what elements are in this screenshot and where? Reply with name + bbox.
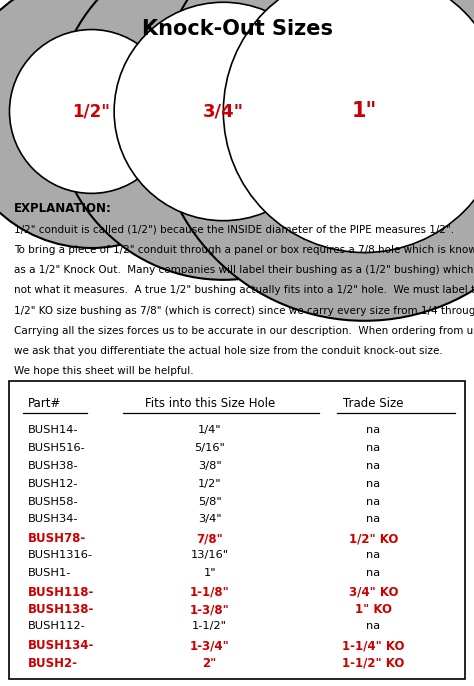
Text: BUSH1316-: BUSH1316-	[27, 550, 93, 560]
Text: 1": 1"	[352, 102, 377, 121]
Text: 2": 2"	[202, 657, 217, 670]
Text: na: na	[366, 514, 381, 525]
Text: 1-1/2" KO: 1-1/2" KO	[342, 657, 405, 670]
Ellipse shape	[223, 0, 474, 252]
Text: na: na	[366, 497, 381, 507]
Text: Part#: Part#	[27, 397, 61, 410]
Text: Fits into this Size Hole: Fits into this Size Hole	[145, 397, 275, 410]
Text: not what it measures.  A true 1/2" bushing actually fits into a 1/2" hole.  We m: not what it measures. A true 1/2" bushin…	[14, 285, 474, 296]
Text: BUSH1-: BUSH1-	[27, 568, 71, 578]
Text: BUSH134-: BUSH134-	[27, 639, 94, 652]
Text: 1" KO: 1" KO	[355, 604, 392, 617]
Text: 13/16": 13/16"	[191, 550, 229, 560]
Ellipse shape	[9, 29, 173, 193]
Text: EXPLANATION:: EXPLANATION:	[14, 202, 112, 215]
Text: na: na	[366, 550, 381, 560]
Text: na: na	[366, 568, 381, 578]
Text: 3/4": 3/4"	[198, 514, 221, 525]
Text: 1/2" KO: 1/2" KO	[349, 532, 398, 545]
Text: as a 1/2" Knock Out.  Many companies will label their bushing as a (1/2" bushing: as a 1/2" Knock Out. Many companies will…	[14, 265, 474, 275]
FancyBboxPatch shape	[9, 27, 465, 196]
Text: 1/2": 1/2"	[198, 479, 221, 489]
Text: Trade Size: Trade Size	[343, 397, 404, 410]
Text: 1-3/4": 1-3/4"	[190, 639, 229, 652]
Text: To bring a piece of 1/2" conduit through a panel or box requires a 7/8 hole whic: To bring a piece of 1/2" conduit through…	[14, 245, 474, 255]
Text: 1-3/8": 1-3/8"	[190, 604, 229, 617]
Text: 1-1/4" KO: 1-1/4" KO	[342, 639, 405, 652]
Text: BUSH118-: BUSH118-	[27, 586, 94, 599]
Text: na: na	[366, 425, 381, 436]
Text: BUSH14-: BUSH14-	[27, 425, 78, 436]
Text: BUSH34-: BUSH34-	[27, 514, 78, 525]
Text: na: na	[366, 479, 381, 489]
Text: BUSH58-: BUSH58-	[27, 497, 78, 507]
Text: 3/8": 3/8"	[198, 461, 221, 471]
Text: BUSH78-: BUSH78-	[27, 532, 86, 545]
Text: BUSH138-: BUSH138-	[27, 604, 94, 617]
Text: 1/4": 1/4"	[198, 425, 221, 436]
Text: BUSH516-: BUSH516-	[27, 443, 85, 453]
Text: na: na	[366, 622, 381, 631]
Text: BUSH12-: BUSH12-	[27, 479, 78, 489]
Ellipse shape	[0, 0, 228, 248]
Text: BUSH38-: BUSH38-	[27, 461, 78, 471]
Text: 5/8": 5/8"	[198, 497, 221, 507]
Text: 3/4" KO: 3/4" KO	[349, 586, 398, 599]
Text: BUSH2-: BUSH2-	[27, 657, 78, 670]
Text: 1": 1"	[203, 568, 216, 578]
Text: 1/2": 1/2"	[73, 102, 110, 121]
Text: Carrying all the sizes forces us to be accurate in our description.  When orderi: Carrying all the sizes forces us to be a…	[14, 326, 474, 336]
FancyBboxPatch shape	[9, 381, 465, 679]
Text: Knock-Out Sizes: Knock-Out Sizes	[142, 19, 332, 39]
Text: we ask that you differentiate the actual hole size from the conduit knock-out si: we ask that you differentiate the actual…	[14, 346, 443, 356]
Text: 3/4": 3/4"	[203, 102, 244, 121]
Text: na: na	[366, 461, 381, 471]
Text: We hope this sheet will be helpful.: We hope this sheet will be helpful.	[14, 366, 194, 377]
Text: 1/2" KO size bushing as 7/8" (which is correct) since we carry every size from 1: 1/2" KO size bushing as 7/8" (which is c…	[14, 306, 474, 316]
Text: 7/8": 7/8"	[196, 532, 223, 545]
Text: 1/2" conduit is called (1/2") because the INSIDE diameter of the PIPE measures 1: 1/2" conduit is called (1/2") because th…	[14, 224, 455, 235]
Text: BUSH112-: BUSH112-	[27, 622, 85, 631]
Text: 5/16": 5/16"	[194, 443, 225, 453]
Ellipse shape	[55, 0, 392, 280]
Ellipse shape	[155, 0, 474, 321]
Text: 1-1/2": 1-1/2"	[192, 622, 227, 631]
Text: 1-1/8": 1-1/8"	[190, 586, 229, 599]
Text: na: na	[366, 443, 381, 453]
Ellipse shape	[114, 2, 333, 221]
